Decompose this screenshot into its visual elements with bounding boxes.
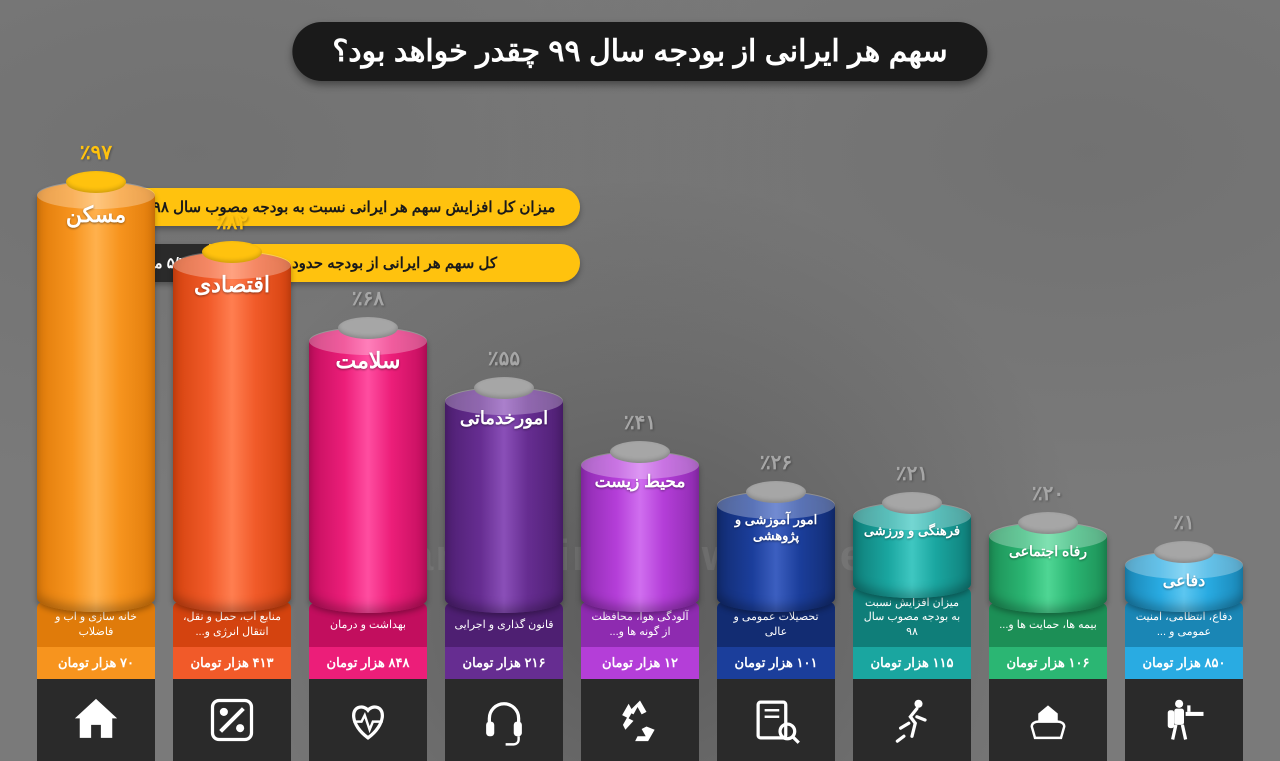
page-title: سهم هر ایرانی از بودجه سال ۹۹ چقدر خواهد… [292,22,987,81]
bar-column: ٪۵۵امورخدماتیقانون گذاری و اجرایی۲۱۶ هزا… [445,346,563,761]
bar-amount: ۸۵۰ هزار تومان [1125,647,1243,679]
headset-icon [445,679,563,761]
bar-label: رفاه اجتماعی [989,543,1107,560]
bar-label: امورخدماتی [445,408,563,430]
bar-amount: ۱۲ هزار تومان [581,647,699,679]
bar-cylinder: مسکن [37,182,155,612]
bar-column: ٪۴۱محیط زیستآلودگی هوا، محافظت از گونه ه… [581,410,699,761]
bar-label: فرهنگی و ورزشی [853,523,971,539]
bar-percent: ٪۲۶ [760,450,792,475]
percent-icon [173,679,291,761]
home-icon [37,679,155,761]
bar-percent: ٪۹۷ [80,140,112,165]
bar-amount: ۸۴۸ هزار تومان [309,647,427,679]
bar-percent: ٪۶۸ [352,286,384,311]
bar-amount: ۱۰۱ هزار تومان [717,647,835,679]
bar-label: مسکن [37,202,155,228]
bar-amount: ۷۰ هزار تومان [37,647,155,679]
book-icon [717,679,835,761]
run-icon [853,679,971,761]
bar-amount: ۱۰۶ هزار تومان [989,647,1107,679]
bar-label: سلامت [309,348,427,374]
bar-cylinder: امور آموزشی و پژوهشی [717,492,835,612]
recycle-icon [581,679,699,761]
bar-column: ٪۲۶امور آموزشی و پژوهشیتحصیلات عمومی و ع… [717,450,835,761]
bar-amount: ۴۱۳ هزار تومان [173,647,291,679]
bar-cylinder: رفاه اجتماعی [989,523,1107,613]
bar-percent: ٪۴۱ [624,410,656,435]
bar-label: دفاعی [1125,572,1243,591]
bar-percent-disc [882,492,942,514]
bar-column: ٪۸۲اقتصادیمنابع آب، حمل و نقل، انتقال ان… [173,210,291,761]
bar-percent: ٪۸۲ [216,210,248,235]
bar-percent: ٪۵۵ [488,346,520,371]
bar-percent: ٪۱ [1173,510,1194,535]
bar-amount: ۱۱۵ هزار تومان [853,647,971,679]
bar-percent-disc [338,317,398,339]
bar-column: ٪۲۱فرهنگی و ورزشیمیزان افزایش نسبت به بو… [853,461,971,761]
bar-column: ٪۱دفاعیدفاع، انتظامی، امنیت عمومی و ...۸… [1125,510,1243,761]
bar-percent-disc [474,377,534,399]
bar-column: ٪۹۷مسکنخانه سازی و آب و فاضلاب۷۰ هزار تو… [37,140,155,761]
bar-column: ٪۶۸سلامتبهداشت و درمان۸۴۸ هزار تومان [309,286,427,761]
bar-label: امور آموزشی و پژوهشی [717,512,835,543]
bar-cylinder: اقتصادی [173,252,291,612]
bar-cylinder: امورخدماتی [445,388,563,613]
hands-icon [989,679,1107,761]
heart-icon [309,679,427,761]
bar-label: محیط زیست [581,472,699,492]
soldier-icon [1125,679,1243,761]
bar-percent: ٪۲۰ [1032,481,1064,506]
bar-column: ٪۲۰رفاه اجتماعیبیمه ها، حمایت ها و...۱۰۶… [989,481,1107,761]
bar-cylinder: سلامت [309,328,427,613]
bar-label: اقتصادی [173,272,291,298]
bar-amount: ۲۱۶ هزار تومان [445,647,563,679]
bar-percent-disc [1018,512,1078,534]
bar-cylinder: محیط زیست [581,452,699,612]
bar-cylinder: فرهنگی و ورزشی [853,503,971,598]
bar-chart: ٪۹۷مسکنخانه سازی و آب و فاضلاب۷۰ هزار تو… [0,121,1280,761]
bar-percent: ٪۲۱ [896,461,928,486]
